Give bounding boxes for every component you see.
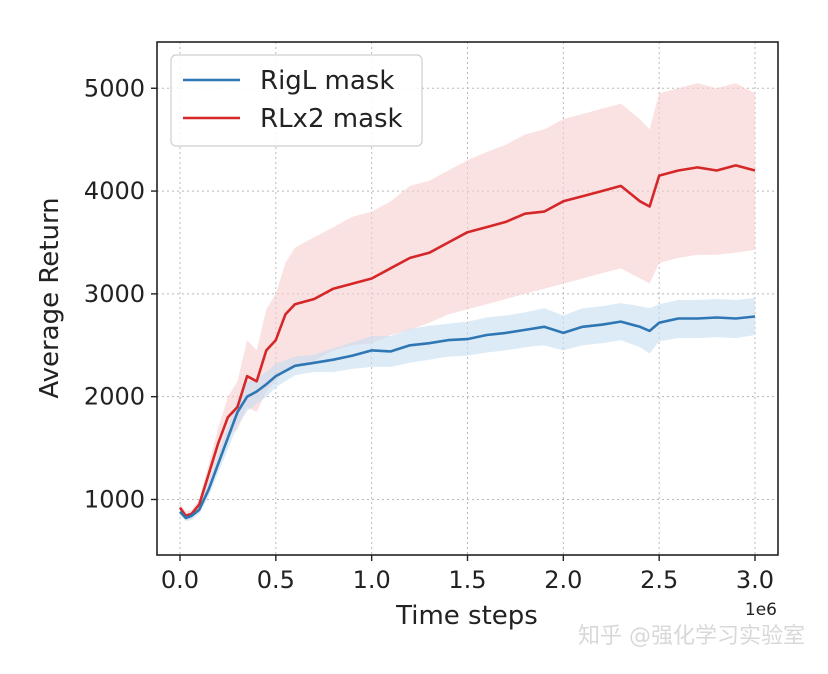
x-tick-label: 2.5 [640,566,678,594]
legend-label-rigl-mask: RigL mask [260,66,394,96]
x-tick-label: 1.5 [448,566,486,594]
y-tick-label: 1000 [84,485,145,513]
tick-layer: 0.0 0.5 1.0 1.5 2.0 2.5 3.0 1000 2000 3000 4000 500… [84,74,774,594]
legend-label-rlx2-mask: RLx2 mask [260,104,403,134]
y-tick-label: 5000 [84,74,145,102]
x-tick-label: 0.0 [161,566,199,594]
watermark-text: 知乎 @强化学习实验室 [578,624,805,649]
series-line-rlx2-mask [178,164,756,518]
confidence-band-rlx2-mask [180,83,755,520]
legend-box [170,54,423,147]
x-tick-label: 1.0 [353,566,391,594]
x-tick-label: 2.0 [544,566,582,594]
legend: RigL mask RLx2 mask [170,54,423,147]
x-tick-label: 3.0 [736,566,774,594]
series-line-layer [178,164,756,520]
confidence-band-layer [180,83,755,522]
series-line-rigl-mask [179,315,756,520]
y-tick-label: 4000 [84,177,145,205]
x-tick-label: 0.5 [257,566,295,594]
y-axis-label: Average Return [35,197,65,398]
y-tick-label: 3000 [84,280,145,308]
x-axis-offset-label: 1e6 [745,600,777,620]
x-axis-label: Time steps [395,601,538,631]
y-tick-label: 2000 [84,383,145,411]
confidence-band-rigl-mask [180,298,755,522]
